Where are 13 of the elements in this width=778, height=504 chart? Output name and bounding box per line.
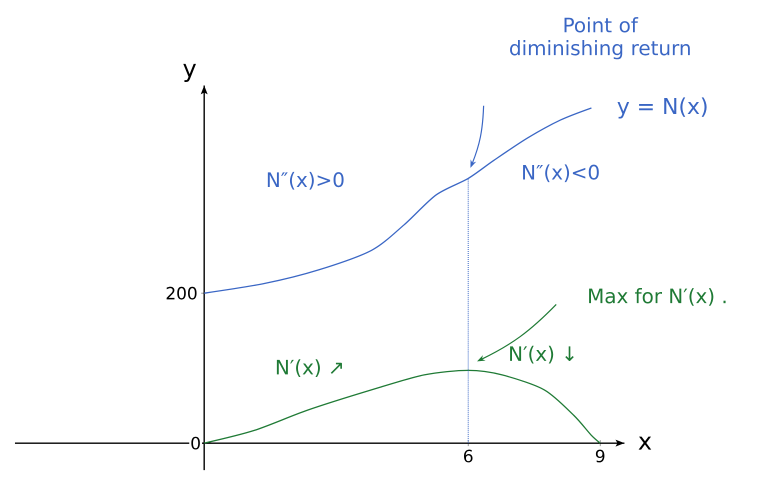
x-tick-label: 6 xyxy=(464,450,473,462)
text: Point of diminishing return xyxy=(510,17,690,60)
annotation: Max for N′(x) . xyxy=(589,288,726,306)
y-tick-label: 0 xyxy=(191,436,200,450)
y-tick-label: 200 xyxy=(166,286,197,300)
y-axis-title: y xyxy=(183,64,196,82)
x-axis-title: x xyxy=(638,436,652,450)
annotation: N′(x) ↓ xyxy=(510,346,574,364)
series-label: y = N(x) xyxy=(617,97,707,119)
annotation: N′(x) ↗ xyxy=(276,359,342,378)
x-tick-label: 9 xyxy=(596,450,604,462)
annotation: N″(x)<0 xyxy=(523,164,599,182)
annotation: N″(x)>0 xyxy=(268,172,344,190)
